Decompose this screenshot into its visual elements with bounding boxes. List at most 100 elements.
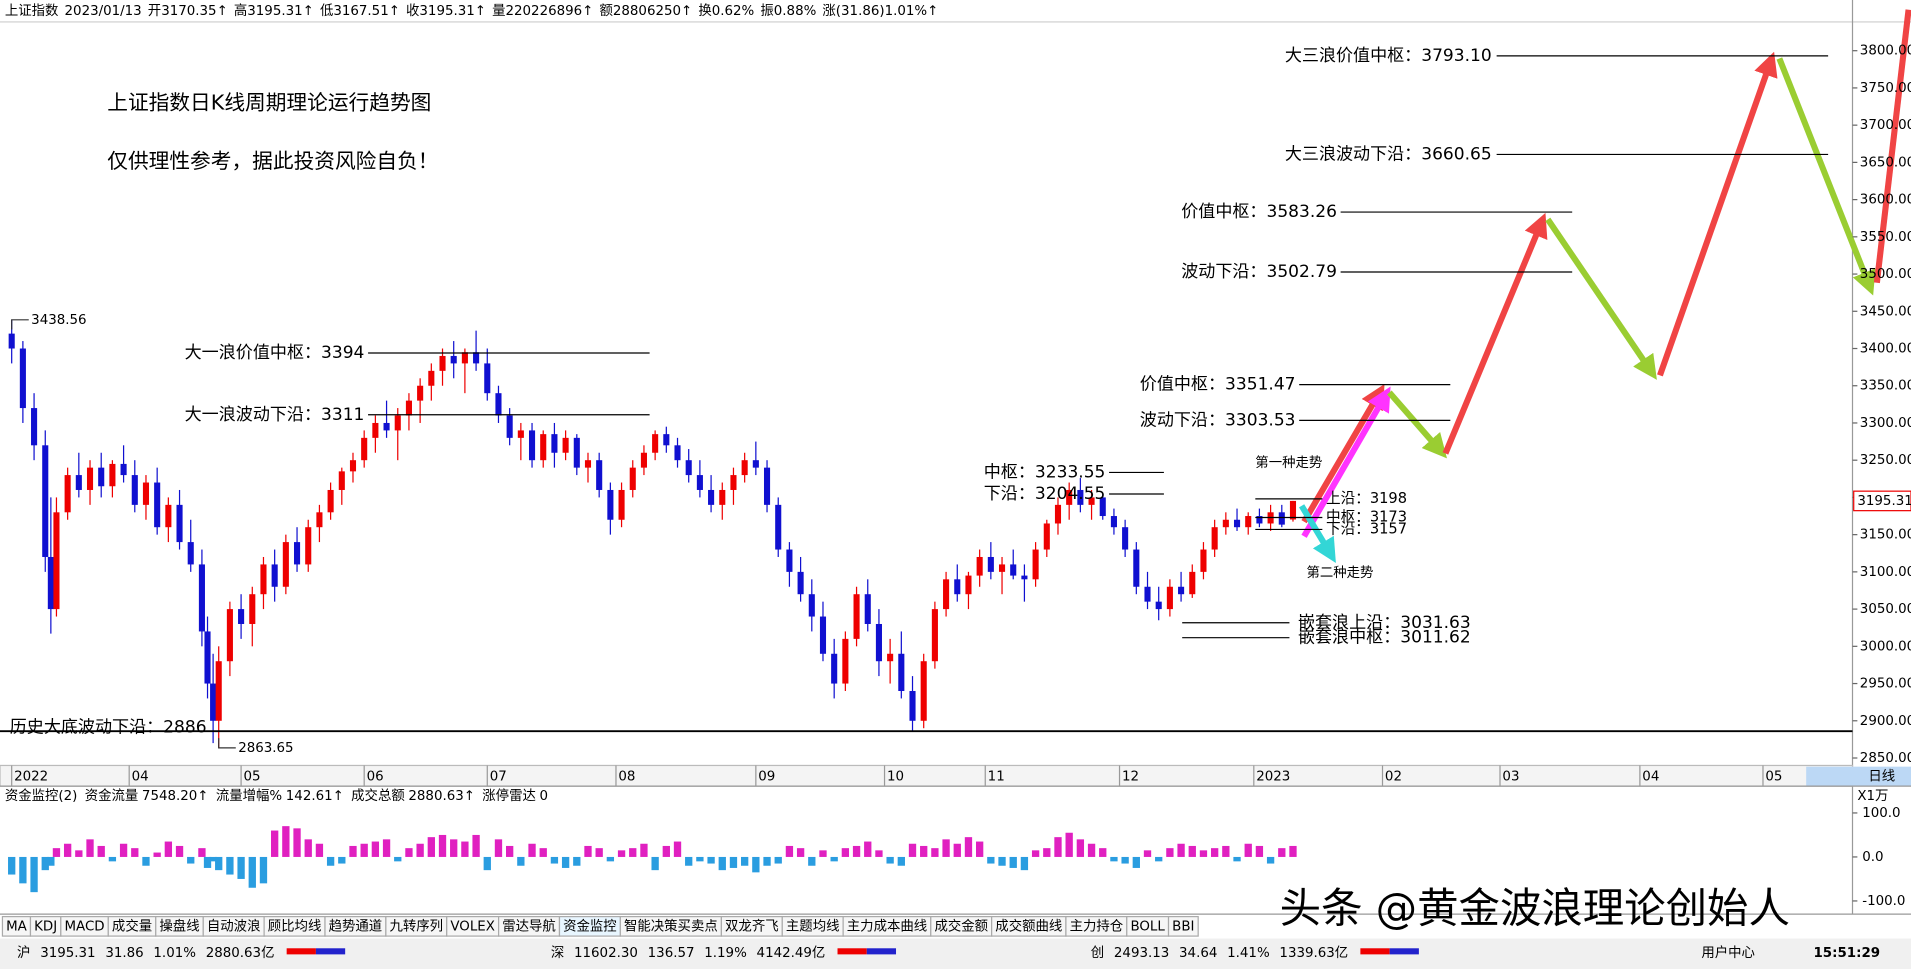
flow-bar [1076, 839, 1085, 857]
candle-body [450, 355, 457, 364]
level-label: 历史大底波动下沿：2886 [10, 718, 207, 738]
candle-body [1233, 519, 1241, 528]
y-tick-label: 3600.00 [1860, 193, 1911, 208]
tab-label[interactable]: MA [6, 919, 28, 934]
flow-bar [1255, 845, 1264, 857]
y-tick-label: 3700.00 [1860, 118, 1911, 133]
trend-label: 第一种走势 [1255, 454, 1322, 471]
trend-arrow [1442, 212, 1548, 455]
point-marker [11, 319, 29, 330]
status-item: 11602.30 [574, 946, 638, 961]
flow-bar [539, 848, 547, 857]
user-center[interactable]: 用户中心 [1701, 944, 1755, 961]
watermark: 头条 @黄金波浪理论创始人 [1280, 885, 1790, 933]
header-item: 2023/01/13 [65, 4, 142, 19]
header-item: 上证指数 [5, 3, 59, 19]
indicator-item: 资金流量 [85, 788, 139, 804]
point-label: 3438.56 [31, 313, 86, 328]
indicator-item: 流量增幅% [216, 788, 282, 804]
flow-bar [304, 839, 312, 857]
tab-label[interactable]: 成交量 [112, 917, 152, 934]
level-name: 中枢： [984, 462, 1035, 482]
flow-bar [1054, 837, 1062, 857]
tab-label[interactable]: VOLEX [450, 919, 495, 934]
flow-bar [573, 856, 581, 866]
candle-body [42, 445, 49, 557]
tab-label[interactable]: 双龙齐飞 [725, 918, 779, 934]
candle-body [1054, 504, 1062, 524]
flow-bar [405, 848, 413, 857]
tab-label[interactable]: BOLL [1130, 919, 1165, 934]
tab-label[interactable]: 主题均线 [786, 918, 840, 934]
candle-body [64, 475, 71, 513]
tab-label[interactable]: 智能决策买卖点 [624, 917, 718, 934]
status-item: 34.64 [1179, 946, 1217, 961]
candle-body [282, 542, 289, 587]
flow-bar [394, 856, 402, 862]
flow-bar [673, 841, 682, 857]
candle-body [394, 415, 401, 431]
y-tick-label: 3050.00 [1860, 602, 1911, 617]
candle-body [1099, 497, 1106, 517]
candle-body [719, 489, 726, 505]
candle-body [1178, 586, 1185, 595]
flow-bar [1244, 843, 1252, 857]
flow-bar [450, 839, 458, 857]
candle-body [484, 363, 491, 394]
candle-body [1256, 516, 1263, 524]
tab-label[interactable]: 雷达导航 [502, 918, 556, 934]
flow-bar [852, 845, 861, 857]
trend-arrow [1545, 217, 1657, 380]
flow-bar [1020, 856, 1029, 871]
tab-label[interactable]: 成交额曲线 [995, 917, 1062, 934]
flow-bar [215, 856, 223, 871]
y-tick-label: 3000.00 [1860, 639, 1911, 654]
tab-label[interactable]: 主力成本曲线 [847, 918, 927, 934]
x-tick-label: 02 [1385, 769, 1402, 784]
tab-label[interactable]: BBI [1172, 919, 1194, 934]
tab-label[interactable]: 顾比均线 [268, 918, 322, 934]
flow-bar [964, 837, 973, 857]
flow-bar [382, 839, 391, 857]
flow-bar [942, 839, 950, 857]
flow-bar [47, 856, 55, 866]
tab-label[interactable]: 趋势通道 [329, 918, 383, 934]
tab-label[interactable]: 操盘线 [159, 917, 199, 934]
period-box[interactable] [1806, 766, 1911, 787]
flow-bar [41, 856, 49, 871]
level-value: 3394 [321, 343, 364, 363]
x-axis-bar [0, 764, 1854, 787]
tab-label[interactable]: 成交金额 [934, 917, 988, 934]
flow-bar [796, 848, 805, 857]
status-item: 3195.31 [40, 946, 95, 961]
flow-bar [1132, 856, 1140, 868]
tab-label[interactable]: 资金监控 [563, 918, 617, 934]
tab[interactable] [1167, 915, 1199, 937]
candle-body [19, 348, 26, 409]
tab-label[interactable]: 自动波浪 [207, 918, 261, 934]
level-value: 3198 [1370, 490, 1407, 507]
candle-body [573, 437, 580, 468]
flow-bar [953, 843, 961, 857]
candle-body [842, 638, 849, 684]
flow-bar [438, 834, 447, 857]
tab-label[interactable]: KDJ [34, 919, 57, 934]
status-bar [0, 938, 1911, 969]
candle-body [1122, 527, 1129, 550]
tab-label[interactable]: MACD [64, 919, 104, 934]
indicator-tick-label: 100.0 [1862, 806, 1900, 821]
tab-label[interactable]: 九转序列 [390, 918, 444, 934]
header-item: 收3195.31↑ [406, 3, 486, 19]
tab-label[interactable]: 主力持仓 [1070, 918, 1124, 934]
period-label[interactable]: 日线 [1868, 768, 1895, 784]
flow-bar [349, 845, 357, 857]
candle-body [305, 527, 312, 565]
flow-bar [8, 856, 16, 875]
flow-bar [617, 850, 626, 857]
y-tick-label: 3250.00 [1860, 453, 1911, 468]
level-value: 3311 [321, 405, 364, 425]
candle-body [204, 631, 211, 684]
candle-body [1189, 571, 1196, 595]
flow-bar [1233, 856, 1241, 862]
